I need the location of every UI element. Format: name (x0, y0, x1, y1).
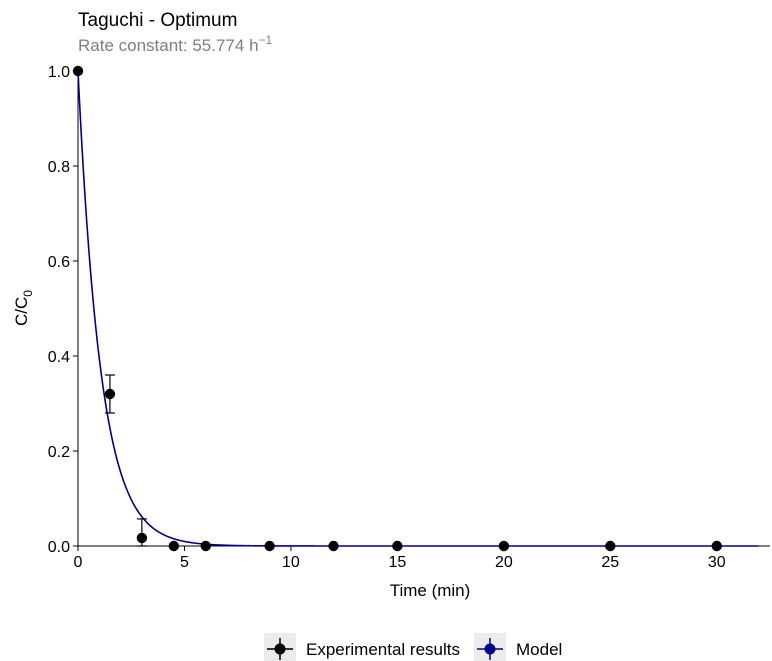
experimental-series (72, 65, 722, 552)
x-tick-label: 20 (495, 554, 513, 571)
y-axis-label-subscript: 0 (21, 290, 35, 297)
x-tick-label: 0 (74, 554, 83, 571)
y-tick-label: 0.4 (48, 349, 70, 366)
x-tick-label: 10 (282, 554, 300, 571)
model-series (77, 70, 759, 547)
data-point (392, 540, 403, 552)
data-point (136, 532, 148, 544)
legend-item: Model (474, 633, 562, 661)
data-point (264, 540, 275, 552)
x-axis-label: Time (min) (390, 581, 471, 600)
chart-subtitle: Rate constant: 55.774 h−1 (78, 33, 273, 55)
chart-title: Taguchi - Optimum (78, 10, 237, 31)
legend: Experimental results Model (264, 633, 562, 661)
svg-text:C/C0: C/C0 (12, 290, 35, 326)
data-point (200, 540, 211, 552)
data-point (711, 540, 722, 552)
x-tick-label: 25 (601, 554, 619, 571)
legend-label: Model (516, 640, 562, 659)
y-axis-label-main: C/C (12, 297, 31, 326)
x-tick-label: 5 (180, 554, 189, 571)
x-tick-label: 30 (708, 554, 726, 571)
y-tick-label: 0.0 (48, 539, 70, 556)
y-tick-label: 0.6 (48, 254, 70, 271)
chart-subtitle-superscript: −1 (259, 33, 273, 47)
legend-key-point (484, 643, 496, 655)
y-axis-label: C/C0 (12, 290, 35, 326)
chart-subtitle-text: Rate constant: 55.774 h (78, 36, 259, 55)
y-tick-label: 1.0 (48, 64, 70, 81)
legend-key-point (274, 643, 286, 655)
data-point (168, 540, 180, 552)
model-curve (77, 70, 759, 547)
legend-label: Experimental results (306, 640, 460, 659)
data-point (104, 388, 116, 400)
data-point (72, 65, 84, 77)
axes: 0 5 10 15 20 25 30 0.0 0.2 0.4 0.6 0.8 1.0 (48, 64, 770, 571)
y-tick-label: 0.2 (48, 444, 70, 461)
data-point (605, 540, 616, 552)
data-point (328, 540, 339, 552)
legend-item: Experimental results (264, 633, 460, 661)
data-point (498, 540, 510, 552)
x-tick-label: 15 (388, 554, 406, 571)
y-tick-label: 0.8 (48, 159, 70, 176)
